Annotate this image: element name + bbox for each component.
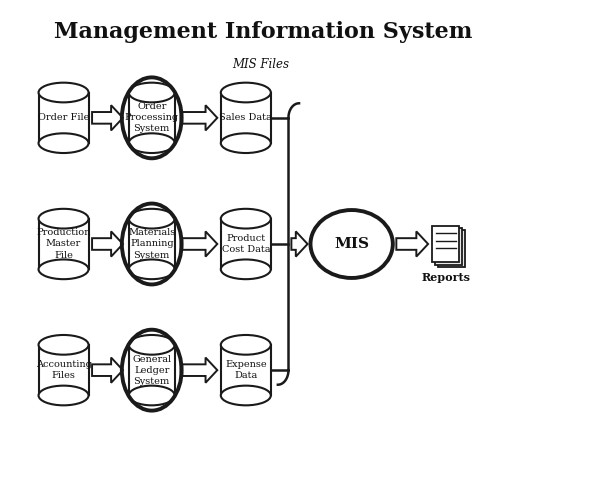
- Text: MIS Files: MIS Files: [232, 58, 289, 71]
- Text: Reports: Reports: [421, 272, 470, 283]
- Text: Order
Processing
System: Order Processing System: [125, 102, 179, 133]
- Ellipse shape: [38, 335, 89, 355]
- Polygon shape: [181, 231, 217, 257]
- Polygon shape: [92, 231, 123, 257]
- Text: Sales Data: Sales Data: [220, 113, 272, 122]
- FancyBboxPatch shape: [432, 225, 459, 263]
- Bar: [221, 219, 271, 269]
- Text: Management Information System: Management Information System: [54, 21, 473, 43]
- Text: General
Ledger
System: General Ledger System: [132, 355, 172, 386]
- Text: Production
Master
File: Production Master File: [37, 228, 91, 260]
- FancyBboxPatch shape: [435, 228, 462, 265]
- Ellipse shape: [129, 260, 175, 279]
- Ellipse shape: [38, 386, 89, 406]
- Polygon shape: [92, 358, 123, 383]
- Ellipse shape: [38, 133, 89, 153]
- Text: Materials
Planning
System: Materials Planning System: [128, 228, 175, 260]
- Polygon shape: [92, 105, 123, 130]
- Circle shape: [310, 210, 393, 278]
- Ellipse shape: [38, 260, 89, 279]
- Polygon shape: [397, 231, 428, 257]
- Bar: [38, 219, 89, 269]
- Ellipse shape: [221, 209, 271, 228]
- Polygon shape: [181, 358, 217, 383]
- Ellipse shape: [221, 133, 271, 153]
- Ellipse shape: [38, 209, 89, 228]
- Ellipse shape: [221, 82, 271, 102]
- Ellipse shape: [38, 82, 89, 102]
- Bar: [38, 93, 89, 143]
- Ellipse shape: [129, 386, 175, 406]
- Text: Order File: Order File: [38, 113, 89, 122]
- Text: Accounting
Files: Accounting Files: [35, 360, 91, 380]
- Polygon shape: [181, 105, 217, 130]
- Bar: [38, 345, 89, 395]
- Ellipse shape: [129, 335, 175, 355]
- FancyBboxPatch shape: [438, 230, 465, 267]
- Ellipse shape: [221, 335, 271, 355]
- Ellipse shape: [221, 386, 271, 406]
- Bar: [221, 93, 271, 143]
- Polygon shape: [292, 231, 308, 257]
- Bar: [221, 345, 271, 395]
- Text: Product
Cost Data: Product Cost Data: [221, 234, 270, 254]
- Ellipse shape: [129, 209, 175, 228]
- Bar: [129, 345, 175, 395]
- Bar: [129, 93, 175, 143]
- Text: MIS: MIS: [334, 237, 369, 251]
- Text: Expense
Data: Expense Data: [225, 360, 266, 380]
- Ellipse shape: [221, 260, 271, 279]
- Ellipse shape: [129, 133, 175, 153]
- Ellipse shape: [129, 82, 175, 102]
- Bar: [129, 219, 175, 269]
